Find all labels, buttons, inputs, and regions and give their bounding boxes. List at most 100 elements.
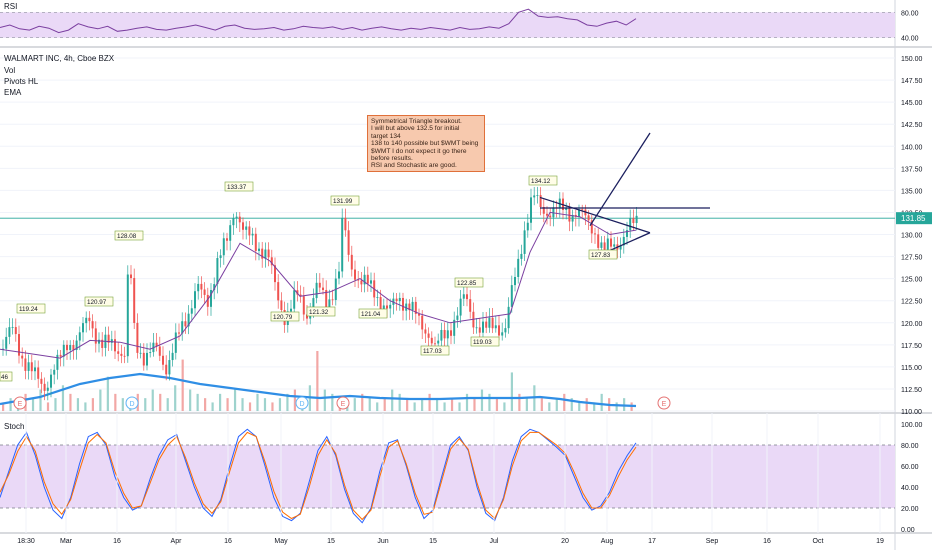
volume-bar	[91, 398, 94, 411]
candle-body	[459, 298, 462, 316]
candle-body	[526, 222, 529, 231]
pivot-label-box	[224, 181, 254, 192]
pivot-label: 46	[1, 374, 9, 381]
candle-body	[46, 387, 49, 391]
candle-body	[450, 330, 452, 336]
candle-body	[331, 299, 334, 301]
volume-bar	[263, 398, 267, 411]
note-line: target 134	[371, 132, 401, 140]
rsi-line	[0, 8, 637, 34]
dividend-icon	[125, 396, 139, 410]
candle-body	[194, 291, 196, 309]
candle-body	[565, 208, 568, 210]
candle-body	[514, 276, 516, 286]
volume-bar	[361, 393, 364, 411]
candle-body	[360, 280, 363, 285]
x-tick-label: 16	[224, 538, 232, 545]
candle-body	[280, 300, 283, 311]
candle-body	[382, 305, 385, 309]
note-line: $WMT I do not expect it go there	[371, 147, 467, 155]
volume-bar	[114, 393, 117, 411]
candle-body	[498, 325, 500, 336]
price-tick-label: 147.50	[901, 78, 923, 85]
price-tick-label: 150.00	[901, 56, 923, 63]
pivot-label-box	[0, 371, 13, 382]
candle-body	[197, 283, 200, 292]
volume-bar	[159, 393, 162, 411]
annotation-note[interactable]: Symmetrical Triangle breakout. I will bu…	[367, 115, 485, 172]
candle-body	[370, 280, 372, 284]
volume-bar	[615, 402, 618, 411]
stoch-line	[0, 431, 637, 521]
volume-bar	[189, 389, 192, 411]
x-tick-label: 16	[763, 538, 771, 545]
candle-body	[34, 367, 36, 372]
volume-bar	[248, 402, 252, 411]
candle-body	[488, 317, 491, 328]
candle-body	[30, 362, 33, 372]
candle-body	[136, 322, 139, 353]
volume-bar	[2, 402, 5, 411]
volume-bar	[9, 398, 12, 411]
candle-body	[293, 290, 296, 309]
volume-bar	[211, 402, 214, 411]
candle-body	[421, 315, 424, 330]
candle-body	[398, 297, 401, 302]
candle-body	[142, 352, 145, 366]
candle-body	[174, 332, 177, 353]
pivot-label-box	[454, 277, 484, 288]
candle-body	[162, 355, 164, 365]
candle-body	[606, 238, 609, 250]
volume-bar	[218, 393, 222, 411]
candle-body	[328, 299, 331, 309]
candle-body	[11, 327, 14, 328]
x-tick-label: Jun	[377, 538, 388, 545]
candle-body	[258, 248, 260, 251]
candle-body	[552, 207, 555, 218]
note-line: I will but above 132.5 for initial	[371, 125, 460, 133]
volume-bar	[286, 393, 289, 411]
x-tick-label: Oct	[813, 538, 824, 545]
volume-bar	[458, 402, 461, 411]
candle-body	[350, 254, 353, 270]
volume-bar	[271, 402, 274, 411]
volume-bar	[593, 402, 596, 411]
candle-body	[469, 299, 472, 312]
candle-body	[229, 225, 232, 241]
volume-bar	[331, 393, 334, 411]
candle-body	[610, 238, 612, 247]
candle-body	[354, 269, 356, 280]
candle-body	[254, 233, 257, 251]
price-tick-label: 140.00	[901, 144, 923, 151]
candle-body	[216, 258, 219, 285]
marker-letter: E	[18, 401, 23, 408]
pivot-label-box	[470, 336, 500, 347]
candle-body	[75, 340, 78, 350]
candle-body	[325, 290, 328, 309]
candle-body	[53, 369, 56, 375]
candle-body	[437, 340, 440, 344]
candle-body	[456, 315, 459, 320]
candle-body	[238, 216, 241, 223]
candle-body	[43, 383, 46, 391]
candle-body	[626, 230, 628, 237]
candle-body	[386, 305, 388, 309]
candle-body	[248, 226, 251, 236]
volume-bar	[181, 359, 184, 411]
volume-bar	[480, 389, 484, 411]
candle-body	[261, 248, 264, 259]
volume-bar	[376, 402, 379, 411]
volume-bar	[278, 398, 282, 411]
candle-body	[434, 343, 436, 345]
x-tick-label: 15	[429, 538, 437, 545]
pivot-label: 133.37	[227, 184, 247, 191]
volume-bar	[69, 393, 72, 411]
candle-body	[296, 290, 299, 295]
candle-body	[133, 278, 136, 323]
x-tick-label: May	[274, 538, 288, 545]
volume-bar	[503, 402, 506, 411]
volume-bar	[316, 351, 319, 411]
volume-bar	[174, 385, 177, 411]
earnings-icon	[657, 396, 671, 410]
